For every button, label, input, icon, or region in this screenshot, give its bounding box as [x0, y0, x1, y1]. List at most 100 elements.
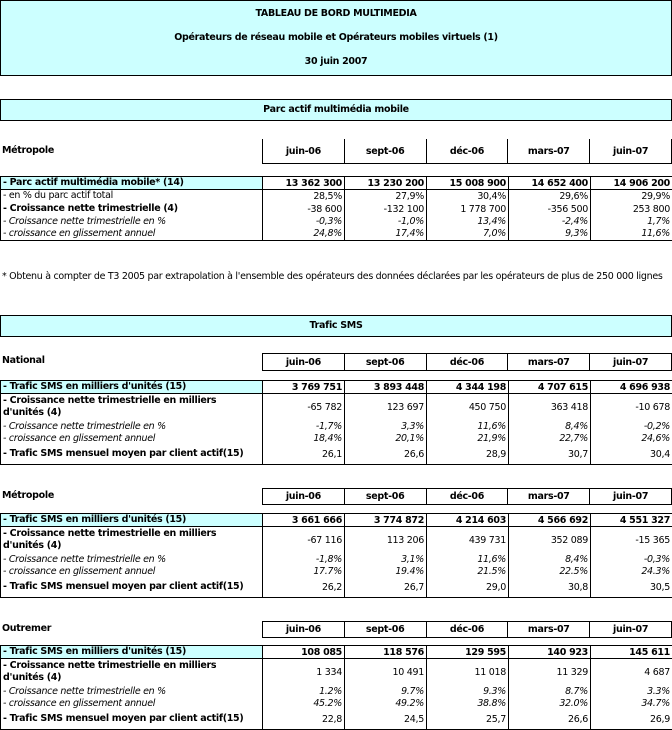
cell-value: 34.7%: [591, 698, 672, 710]
cell-value: 11 018: [427, 659, 509, 686]
cell-value: 4 696 938: [591, 381, 672, 394]
column-header: juin-07: [590, 489, 672, 505]
cell-value: 1 778 700: [427, 203, 509, 216]
cell-value: 24,5: [345, 710, 427, 730]
cell-value: 4 566 692: [509, 514, 591, 527]
column-header: juin-07: [590, 139, 672, 164]
column-header: déc-06: [426, 354, 508, 371]
row-label: - croissance en glissement annuel: [1, 228, 263, 241]
cell-value: 26,1: [263, 445, 345, 465]
column-header: mars-07: [508, 354, 590, 371]
column-header: juin-06: [263, 139, 345, 164]
section-banner: Parc actif multimédia mobile: [0, 99, 672, 121]
cell-value: 7,0%: [427, 228, 509, 241]
page-date: 30 juin 2007: [1, 56, 671, 67]
row-label: - Croissance nette trimestrielle en mill…: [1, 527, 263, 554]
row-label: - Croissance nette trimestrielle en %: [1, 216, 263, 228]
column-header: juin-06: [263, 489, 345, 505]
cell-value: 439 731: [427, 527, 509, 554]
cell-value: -38 600: [263, 203, 345, 216]
cell-value: 9.3%: [427, 686, 509, 698]
cell-value: 22,7%: [509, 433, 591, 445]
cell-value: 140 923: [509, 646, 591, 659]
column-header: déc-06: [426, 622, 508, 638]
table-row: - Croissance nette trimestrielle (4)-38 …: [1, 203, 672, 216]
group-label: Métropole: [2, 490, 54, 501]
table-row: - Croissance nette trimestrielle en mill…: [1, 527, 672, 554]
cell-value: 14 906 200: [591, 177, 672, 190]
cell-value: 363 418: [509, 394, 591, 421]
cell-value: 19.4%: [345, 566, 427, 578]
cell-value: 3 774 872: [345, 514, 427, 527]
cell-value: 24,8%: [263, 228, 345, 241]
cell-value: 30,7: [509, 445, 591, 465]
cell-value: 45.2%: [263, 698, 345, 710]
cell-value: 49.2%: [345, 698, 427, 710]
table-row: - Croissance nette trimestrielle en %-1,…: [1, 554, 672, 566]
cell-value: 13,4%: [427, 216, 509, 228]
row-label: - Parc actif multimédia mobile* (14): [1, 177, 263, 190]
cell-value: 253 800: [591, 203, 672, 216]
cell-value: 118 576: [345, 646, 427, 659]
cell-value: 3,3%: [345, 421, 427, 433]
row-label: - Trafic SMS en milliers d'unités (15): [1, 381, 263, 394]
cell-value: 8.7%: [509, 686, 591, 698]
cell-value: 26,2: [263, 578, 345, 598]
column-header: déc-06: [426, 139, 508, 164]
column-header: mars-07: [508, 622, 590, 638]
row-label: - croissance en glissement annuel: [1, 433, 263, 445]
cell-value: 3 661 666: [263, 514, 345, 527]
cell-value: 14 652 400: [509, 177, 591, 190]
column-header: mars-07: [508, 489, 590, 505]
cell-value: 28,5%: [263, 190, 345, 203]
cell-value: 15 008 900: [427, 177, 509, 190]
row-label: - Croissance nette trimestrielle (4): [1, 203, 263, 216]
cell-value: 3 893 448: [345, 381, 427, 394]
cell-value: 25,7: [427, 710, 509, 730]
cell-value: 29,6%: [509, 190, 591, 203]
table-row: - Croissance nette trimestrielle en %-0,…: [1, 216, 672, 228]
cell-value: 26,9: [591, 710, 672, 730]
cell-value: 3.3%: [591, 686, 672, 698]
cell-value: 9.7%: [345, 686, 427, 698]
cell-value: 11 329: [509, 659, 591, 686]
column-header: juin-06: [263, 354, 345, 371]
cell-value: 26,7: [345, 578, 427, 598]
table-row: - Croissance nette trimestrielle en %1.2…: [1, 686, 672, 698]
cell-value: 26,6: [345, 445, 427, 465]
table-row: - Trafic SMS mensuel moyen par client ac…: [1, 578, 672, 598]
row-label: - Trafic SMS en milliers d'unités (15): [1, 514, 263, 527]
row-label: - Trafic SMS mensuel moyen par client ac…: [1, 710, 263, 730]
cell-value: 28,9: [427, 445, 509, 465]
row-label: - Croissance nette trimestrielle en mill…: [1, 659, 263, 686]
data-table: - Parc actif multimédia mobile* (14)13 3…: [0, 176, 672, 241]
cell-value: 4 344 198: [427, 381, 509, 394]
row-label: - Trafic SMS mensuel moyen par client ac…: [1, 578, 263, 598]
cell-value: 145 611: [591, 646, 672, 659]
column-header: déc-06: [426, 489, 508, 505]
cell-value: 10 491: [345, 659, 427, 686]
cell-value: -356 500: [509, 203, 591, 216]
row-label: - Trafic SMS mensuel moyen par client ac…: [1, 445, 263, 465]
column-header: juin-07: [590, 354, 672, 371]
cell-value: -65 782: [263, 394, 345, 421]
cell-value: 9,3%: [509, 228, 591, 241]
column-header: sept-06: [344, 139, 426, 164]
group-label: Métropole: [2, 145, 54, 156]
cell-value: 4 707 615: [509, 381, 591, 394]
cell-value: -67 116: [263, 527, 345, 554]
column-header: sept-06: [344, 354, 426, 371]
cell-value: -15 365: [591, 527, 672, 554]
cell-value: 30,4%: [427, 190, 509, 203]
cell-value: 20,1%: [345, 433, 427, 445]
cell-value: 38.8%: [427, 698, 509, 710]
cell-value: 11,6%: [427, 554, 509, 566]
table-row: - Trafic SMS en milliers d'unités (15)3 …: [1, 381, 672, 394]
cell-value: 18,4%: [263, 433, 345, 445]
row-label: - Croissance nette trimestrielle en %: [1, 686, 263, 698]
column-header: sept-06: [344, 489, 426, 505]
cell-value: -2,4%: [509, 216, 591, 228]
cell-value: 3 769 751: [263, 381, 345, 394]
table-row: - Trafic SMS mensuel moyen par client ac…: [1, 710, 672, 730]
